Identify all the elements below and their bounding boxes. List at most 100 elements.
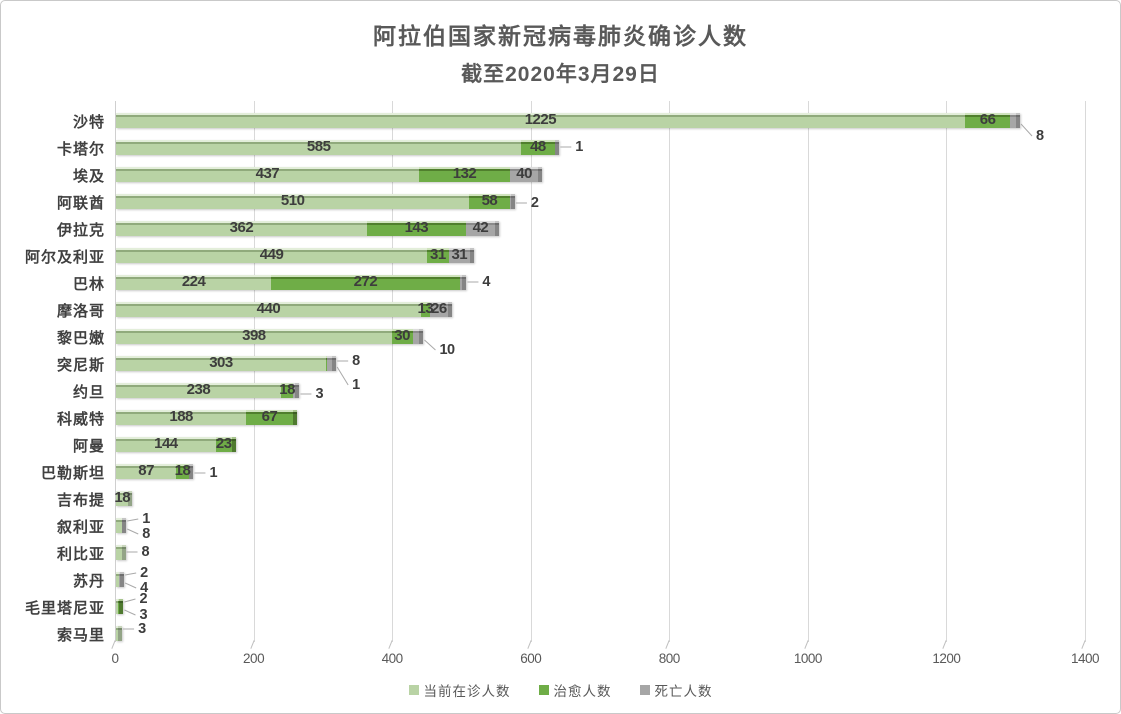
bar-row	[116, 355, 337, 371]
bar-row	[116, 328, 424, 344]
bar-row	[116, 166, 542, 182]
bar-end-cap	[119, 598, 124, 614]
axis-tick	[249, 640, 255, 649]
leader-line	[127, 528, 139, 535]
axis-tick-label: 400	[381, 651, 404, 666]
value-label-active: 362	[229, 219, 254, 236]
category-label: 苏丹	[72, 573, 105, 590]
category-label: 卡塔尔	[56, 141, 105, 158]
segment-active	[116, 355, 326, 371]
segment-death	[554, 139, 556, 155]
category-label: 阿尔及利亚	[24, 249, 105, 266]
segment-cured	[521, 139, 555, 155]
bar-row	[116, 517, 127, 533]
segment-cured	[118, 598, 120, 614]
value-label-death: 40	[516, 165, 532, 182]
bar-row	[116, 301, 452, 317]
segment-death	[188, 463, 190, 479]
segment-cured	[391, 328, 413, 344]
bar-end-cap	[292, 409, 297, 425]
category-label: 索马里	[56, 627, 105, 644]
segment-cured	[964, 112, 1011, 128]
segment-death	[465, 220, 495, 236]
category-label: 毛里塔尼亚	[24, 600, 105, 617]
segment-active	[116, 571, 119, 587]
callout-label-active: 3	[138, 621, 146, 637]
bar-row	[116, 112, 1020, 128]
bar-end-cap	[120, 571, 125, 587]
bar-row	[116, 544, 126, 560]
category-label: 叙利亚	[56, 519, 105, 536]
value-label-active: 398	[242, 327, 266, 344]
legend: 当前在诊人数 治愈人数 死亡人数	[1, 680, 1120, 700]
legend-swatch-active	[408, 685, 419, 695]
category-label: 利比亚	[56, 546, 105, 563]
bar-end-cap	[470, 247, 475, 263]
gridline	[392, 101, 394, 642]
axis-tick-label: 200	[243, 651, 265, 666]
segment-active	[116, 463, 177, 479]
bar-row	[116, 490, 133, 506]
value-label-cured: 143	[404, 219, 429, 236]
bar-end-cap	[1016, 112, 1020, 128]
category-label: 巴勒斯坦	[40, 465, 105, 482]
segment-cured	[325, 355, 327, 371]
leader-line	[124, 609, 136, 616]
axis-tick-label: 1400	[1070, 651, 1100, 666]
value-label-active: 224	[181, 273, 206, 290]
segment-active	[116, 625, 119, 641]
leader-line	[424, 339, 436, 351]
bar-row	[116, 247, 475, 263]
bar-row	[116, 463, 194, 479]
value-label-cured: 23	[215, 435, 232, 452]
callout-label-death: 2	[140, 565, 148, 581]
value-label-cured: 13	[417, 300, 434, 317]
value-label-active: 303	[209, 354, 233, 371]
bar-end-cap	[555, 139, 560, 155]
value-label-cured: 132	[452, 165, 477, 182]
axis-tick-label: 600	[520, 651, 542, 666]
callout-label-cured: 1	[352, 377, 360, 393]
category-label: 黎巴嫩	[56, 330, 105, 347]
segment-active	[116, 409, 247, 425]
segment-active	[116, 247, 428, 263]
gridline	[669, 101, 671, 642]
category-label: 阿曼	[72, 438, 105, 455]
legend-swatch-death	[639, 685, 650, 695]
segment-active	[116, 328, 392, 344]
value-label-active: 585	[306, 138, 331, 155]
category-label: 科威特	[56, 411, 105, 428]
axis-tick	[111, 640, 116, 649]
category-label: 吉布提	[56, 492, 105, 509]
callout-label-death: 8	[352, 353, 360, 369]
bar-end-cap	[189, 463, 194, 479]
callout-label-death: 10	[439, 342, 455, 358]
value-label-cured: 30	[394, 327, 410, 344]
segment-death	[118, 571, 121, 587]
segment-death	[459, 274, 463, 290]
segment-active	[116, 436, 216, 452]
callout-label-active: 3	[139, 607, 148, 623]
bar-end-cap	[462, 274, 467, 290]
value-label-cured: 66	[979, 111, 996, 128]
axis-tick-label: 1200	[932, 651, 961, 666]
value-label-active: 238	[186, 381, 211, 398]
segment-active	[116, 193, 470, 209]
chart-title-block: 阿拉伯国家新冠病毒肺炎确诊人数 截至2020年3月29日	[1, 17, 1120, 88]
category-label: 摩洛哥	[56, 303, 105, 320]
segment-cured	[427, 247, 449, 263]
leader-line	[124, 582, 137, 589]
segment-active	[116, 166, 419, 182]
callout-label-active: 8	[141, 544, 150, 560]
value-label-active: 440	[256, 300, 281, 317]
legend-item-cured: 治愈人数	[538, 680, 612, 700]
legend-swatch-cured	[538, 685, 549, 695]
value-label-death: 31	[451, 246, 468, 263]
segment-death	[1010, 112, 1016, 128]
value-label-cured: 58	[481, 192, 498, 209]
segment-cured	[215, 436, 232, 452]
segment-cured	[420, 301, 430, 317]
gridline	[253, 101, 255, 642]
